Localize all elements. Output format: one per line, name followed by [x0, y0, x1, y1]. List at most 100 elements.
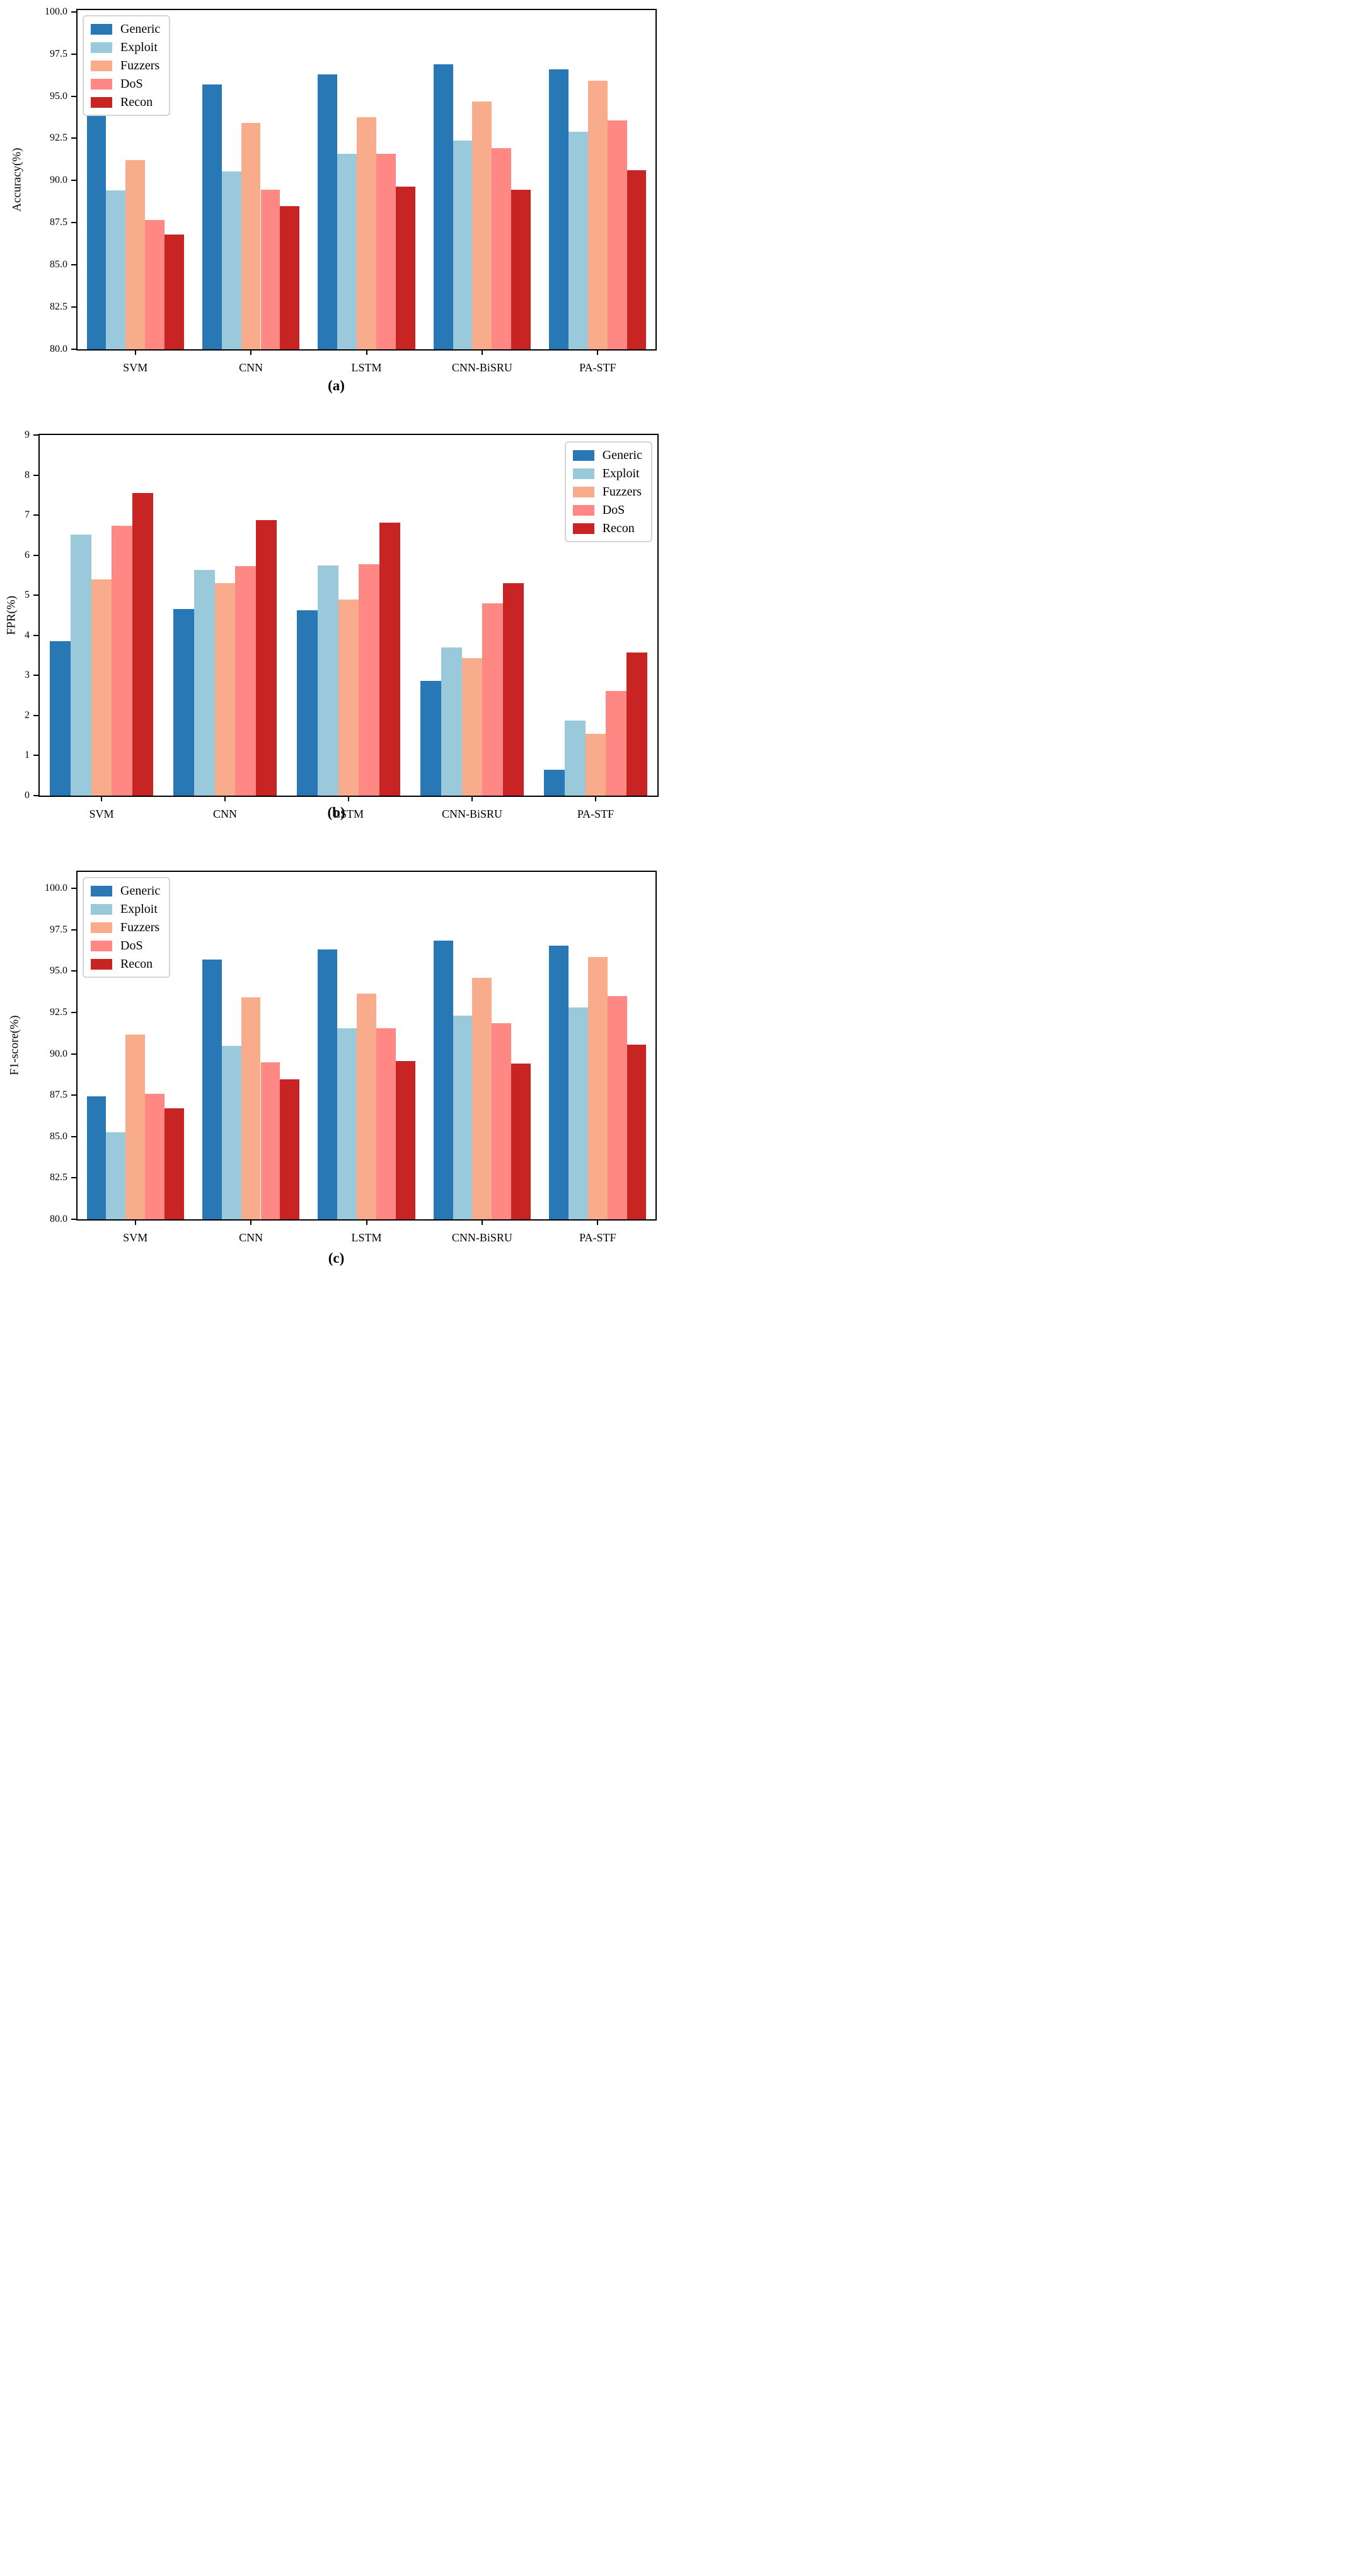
bar-pa-stf-generic: [549, 69, 569, 349]
y-tick-mark: [71, 929, 76, 931]
y-tick-label: 5: [25, 589, 30, 601]
legend-item-recon: Recon: [91, 958, 160, 970]
x-tick-mark: [597, 351, 599, 355]
legend: Generic Exploit Fuzzers DoS Recon: [83, 15, 171, 116]
y-tick-mark: [71, 264, 76, 266]
bar-svm-fuzzers: [91, 579, 112, 796]
bar-cnn-bisru-fuzzers: [472, 101, 492, 349]
panel-accuracy: Accuracy(%) Generic Exploit Fuzzers DoS Reco…: [0, 0, 672, 407]
legend-label: Generic: [120, 884, 161, 898]
legend-label: Generic: [120, 22, 161, 36]
x-tick-mark: [101, 797, 102, 801]
y-tick-label: 95.0: [50, 90, 67, 102]
legend-swatch-fuzzers: [91, 922, 112, 933]
bar-lstm-dos: [376, 1028, 396, 1219]
legend-item-generic: Generic: [91, 885, 160, 897]
bar-cnn-generic: [202, 84, 222, 349]
x-tick-label-pa-stf: PA-STF: [579, 361, 616, 374]
bar-cnn-bisru-recon: [503, 583, 524, 796]
y-tick-mark: [71, 180, 76, 182]
bar-cnn-generic: [202, 960, 222, 1219]
bar-cnn-exploit: [193, 570, 215, 796]
y-tick-label: 97.5: [50, 924, 67, 935]
bar-cnn-bisru-exploit: [453, 1016, 473, 1219]
legend-label: DoS: [602, 503, 625, 517]
y-tick-mark: [71, 95, 76, 97]
plot-area: Generic Exploit Fuzzers DoS Recon: [76, 9, 657, 351]
y-axis-title: Accuracy(%): [10, 148, 24, 212]
y-tick-label: 87.5: [50, 1089, 67, 1101]
y-tick-label: 2: [25, 709, 30, 721]
bar-lstm-recon: [395, 186, 415, 349]
bar-pa-stf-dos: [607, 995, 627, 1219]
plot-area: Generic Exploit Fuzzers DoS Recon: [38, 434, 659, 797]
y-tick-mark: [71, 1012, 76, 1014]
bar-cnn-bisru-dos: [492, 148, 512, 349]
y-tick-label: 0: [25, 790, 30, 801]
bar-cnn-exploit: [221, 1045, 241, 1219]
y-tick-label: 1: [25, 750, 30, 761]
bar-cnn-generic: [173, 609, 194, 796]
bar-lstm-fuzzers: [357, 993, 376, 1219]
bar-svm-dos: [145, 1093, 165, 1219]
x-tick-label-svm: SVM: [123, 1231, 148, 1244]
x-tick-mark: [250, 351, 252, 355]
legend-item-exploit: Exploit: [91, 903, 160, 915]
figure: Accuracy(%) Generic Exploit Fuzzers DoS Reco…: [0, 0, 672, 1288]
bar-svm-exploit: [70, 534, 91, 796]
legend-swatch-generic: [91, 885, 112, 896]
bar-cnn-bisru-dos: [492, 1023, 512, 1219]
legend-item-recon: Recon: [91, 96, 160, 108]
x-tick-mark: [224, 797, 226, 801]
bar-svm-fuzzers: [125, 1035, 146, 1219]
y-tick-mark: [71, 1177, 76, 1179]
y-tick-mark: [33, 474, 38, 476]
y-tick-label: 95.0: [50, 965, 67, 977]
y-tick-mark: [33, 634, 38, 636]
x-tick-label-lstm: LSTM: [333, 808, 364, 820]
bar-svm-dos: [112, 526, 133, 796]
y-tick-mark: [33, 755, 38, 757]
y-tick-mark: [71, 53, 76, 55]
bar-cnn-dos: [235, 566, 257, 796]
x-tick-mark: [481, 1221, 483, 1225]
legend-swatch-exploit: [572, 468, 594, 479]
x-tick-mark: [348, 797, 349, 801]
x-tick-mark: [250, 1221, 252, 1225]
y-tick-mark: [71, 1053, 76, 1055]
x-tick-mark: [597, 1221, 599, 1225]
bar-svm-recon: [132, 493, 154, 796]
y-tick-label: 82.5: [50, 301, 67, 313]
legend-item-recon: Recon: [572, 522, 642, 535]
x-tick-label-cnn-bisru: CNN-BiSRU: [451, 361, 512, 374]
panel-caption: (c): [328, 1250, 345, 1266]
bar-lstm-fuzzers: [357, 117, 376, 349]
x-tick-label-svm: SVM: [89, 808, 114, 820]
y-tick-label: 85.0: [50, 1130, 67, 1142]
legend-item-dos: DoS: [91, 939, 160, 952]
legend-item-generic: Generic: [572, 449, 642, 461]
bar-pa-stf-exploit: [569, 1007, 588, 1219]
bar-cnn-fuzzers: [241, 997, 261, 1219]
bar-svm-dos: [145, 220, 165, 349]
bar-lstm-recon: [379, 522, 401, 796]
bar-cnn-bisru-exploit: [441, 647, 462, 796]
legend-swatch-dos: [572, 504, 594, 516]
legend-swatch-recon: [91, 96, 112, 108]
y-tick-label: 92.5: [50, 1007, 67, 1018]
legend-label: Exploit: [120, 902, 158, 916]
y-tick-label: 97.5: [50, 48, 67, 59]
y-tick-label: 80.0: [50, 344, 67, 354]
y-tick-label: 7: [25, 509, 30, 521]
legend-swatch-generic: [572, 450, 594, 461]
bar-svm-generic: [86, 1096, 107, 1219]
bar-cnn-bisru-fuzzers: [472, 977, 492, 1219]
y-tick-mark: [33, 675, 38, 676]
y-tick-mark: [71, 349, 76, 350]
panel-fpr: FPR(%) Generic Exploit Fuzzers DoS Recon (b)…: [0, 407, 672, 835]
bar-svm-fuzzers: [125, 160, 146, 349]
y-tick-label: 92.5: [50, 132, 67, 144]
bar-cnn-dos: [260, 190, 280, 349]
bar-pa-stf-recon: [626, 1045, 647, 1219]
y-tick-mark: [33, 714, 38, 716]
